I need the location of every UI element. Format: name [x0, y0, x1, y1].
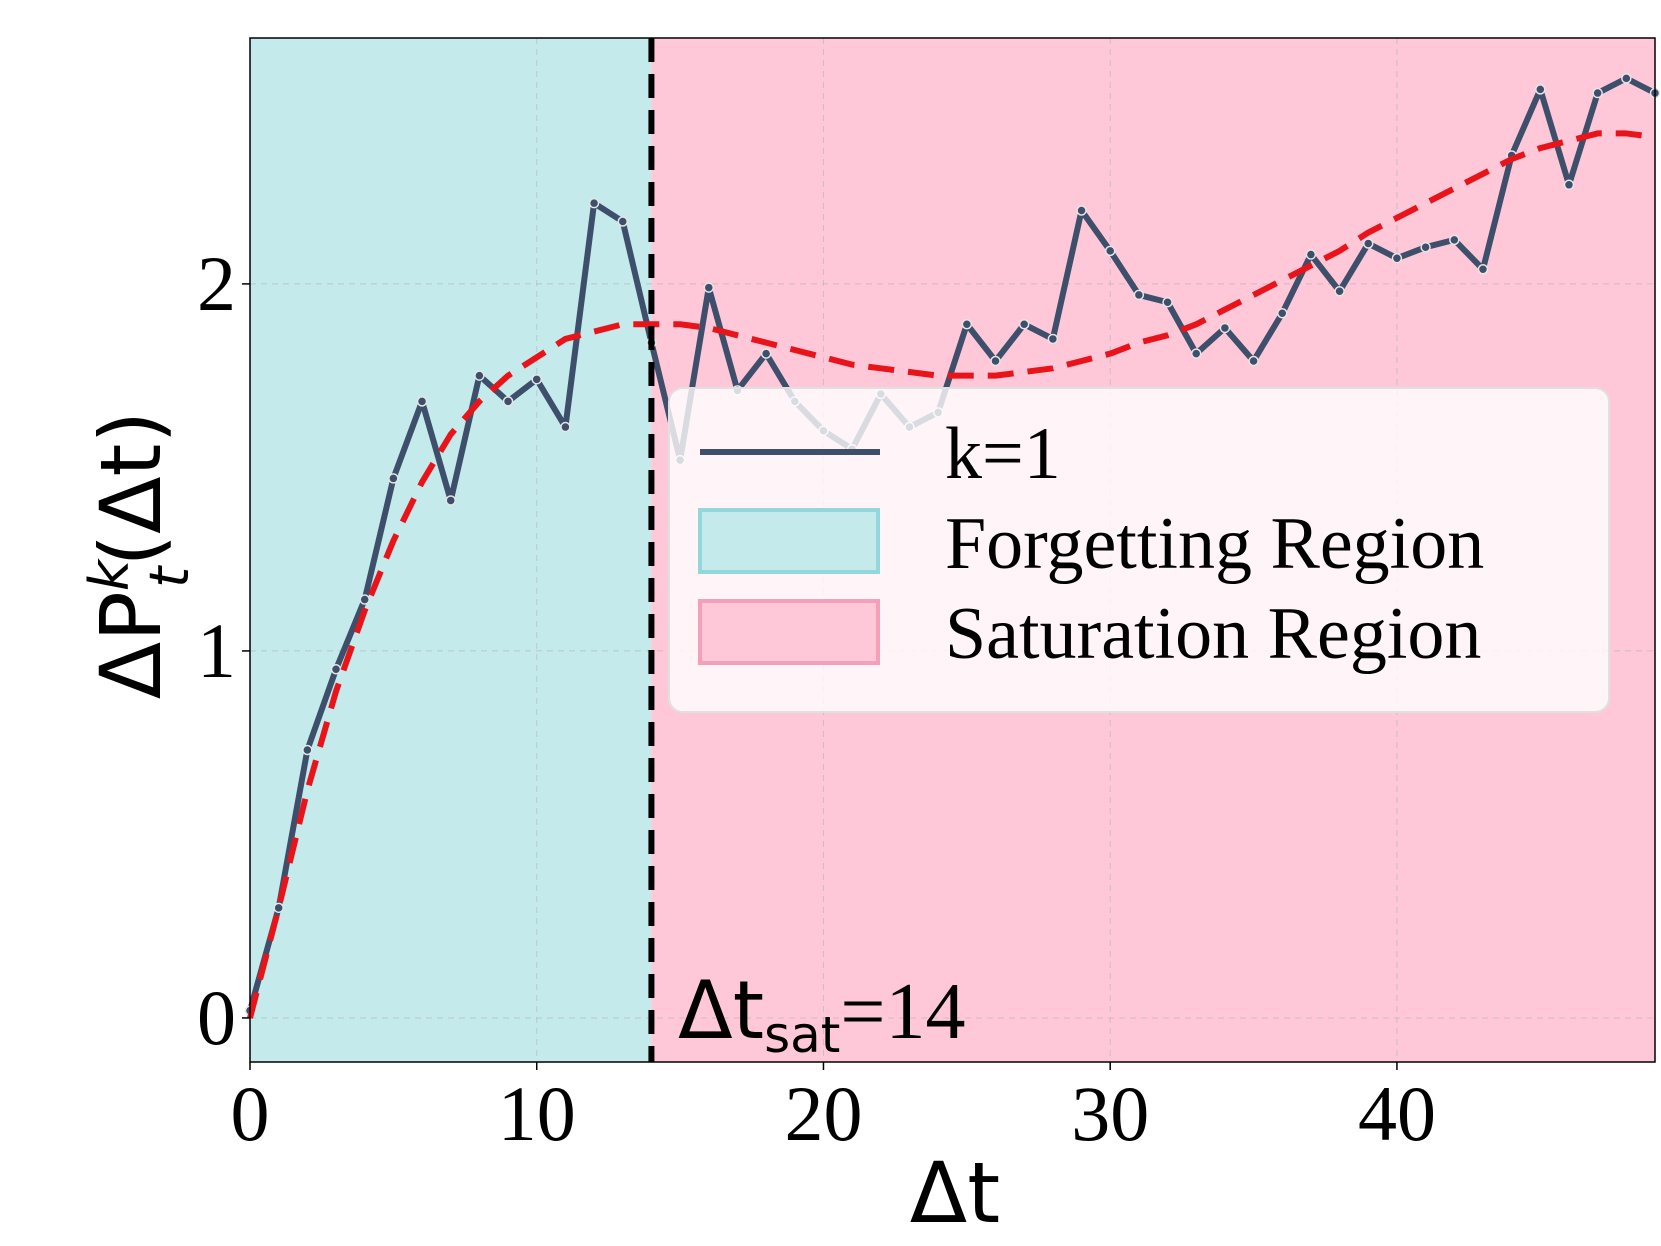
data-point-k1: [961, 319, 973, 330]
axes-frame: [249, 37, 1656, 1063]
y-axis-label-main: ΔP: [82, 591, 180, 699]
data-point-k1: [1363, 238, 1374, 249]
data-point-k1: [445, 495, 456, 506]
ticks-layer: 0 10 20 30 40 0 1 2: [197, 240, 1436, 1157]
x-tick-label-0: 0: [231, 1070, 270, 1157]
data-point-k1: [617, 216, 629, 227]
series-line-fit: [247, 130, 1656, 1019]
data-point-k1: [760, 348, 772, 359]
data-point-k1: [1305, 249, 1317, 260]
plot-border: [249, 37, 1656, 1063]
data-point-k1: [1104, 245, 1116, 257]
saturation-annotation: Δtsat=14: [678, 964, 966, 1064]
data-point-k1: [1076, 205, 1087, 216]
legend-box: [668, 387, 1610, 713]
legend-label-k1: k=1: [945, 413, 1061, 495]
annotation-sub: sat: [764, 1006, 840, 1064]
annotation-main: Δt: [678, 964, 764, 1057]
data-point-k1: [1190, 348, 1202, 359]
data-point-k1: [588, 197, 600, 209]
data-point-k1: [416, 396, 428, 407]
x-tick-label-40: 40: [1358, 1070, 1436, 1157]
data-point-k1: [1592, 87, 1603, 99]
data-point-k1: [560, 421, 571, 433]
data-point-k1: [990, 355, 1001, 367]
data-point-k1: [1276, 308, 1288, 319]
data-point-k1: [1621, 73, 1632, 84]
data-point-k1: [474, 370, 485, 381]
data-point-k1: [388, 473, 399, 484]
data-point-k1: [1391, 252, 1403, 264]
data-point-k1: [1248, 355, 1259, 367]
data-point-k1: [1449, 234, 1460, 246]
y-axis-label-arg: (Δt): [82, 411, 180, 567]
y-tick-label-1: 1: [197, 607, 236, 694]
x-axis-label: Δt: [910, 1144, 1000, 1242]
data-point-k1: [1018, 319, 1030, 330]
data-point-k1: [1535, 84, 1546, 95]
data-point-k1: [359, 594, 370, 605]
x-tick-label-30: 30: [1071, 1070, 1149, 1157]
y-axis-label: ΔPkt(Δt): [78, 411, 201, 700]
data-point-k1: [1133, 289, 1145, 301]
x-tick-label-20: 20: [784, 1070, 862, 1157]
data-point-k1: [502, 396, 514, 407]
x-tick-label-10: 10: [498, 1070, 576, 1157]
annotation-suffix: =14: [840, 968, 965, 1056]
y-tick-label-0: 0: [197, 974, 236, 1061]
data-point-k1: [1420, 241, 1431, 253]
data-point-k1: [1334, 285, 1345, 297]
y-axis-label-sup: k: [78, 557, 141, 591]
data-point-k1: [273, 902, 284, 914]
data-point-k1: [1477, 263, 1489, 275]
data-point-k1: [1047, 333, 1059, 345]
data-point-k1: [531, 374, 542, 385]
data-point-k1: [330, 664, 342, 675]
data-point-k1: [1162, 297, 1173, 308]
legend-label-saturation: Saturation Region: [945, 593, 1481, 675]
region-forgetting-region: [250, 38, 652, 1062]
data-point-k1: [703, 282, 715, 293]
legend: k=1 Forgetting Region Saturation Region: [668, 387, 1610, 713]
data-point-k1: [1563, 179, 1575, 191]
legend-swatch-saturation: [698, 599, 880, 665]
data-point-k1: [302, 744, 313, 756]
data-point-k1: [1219, 322, 1231, 334]
legend-label-forgetting: Forgetting Region: [945, 503, 1484, 585]
legend-swatch-forgetting: [698, 508, 880, 574]
y-axis-label-sub: t: [138, 565, 201, 588]
y-tick-label-2: 2: [197, 240, 236, 327]
